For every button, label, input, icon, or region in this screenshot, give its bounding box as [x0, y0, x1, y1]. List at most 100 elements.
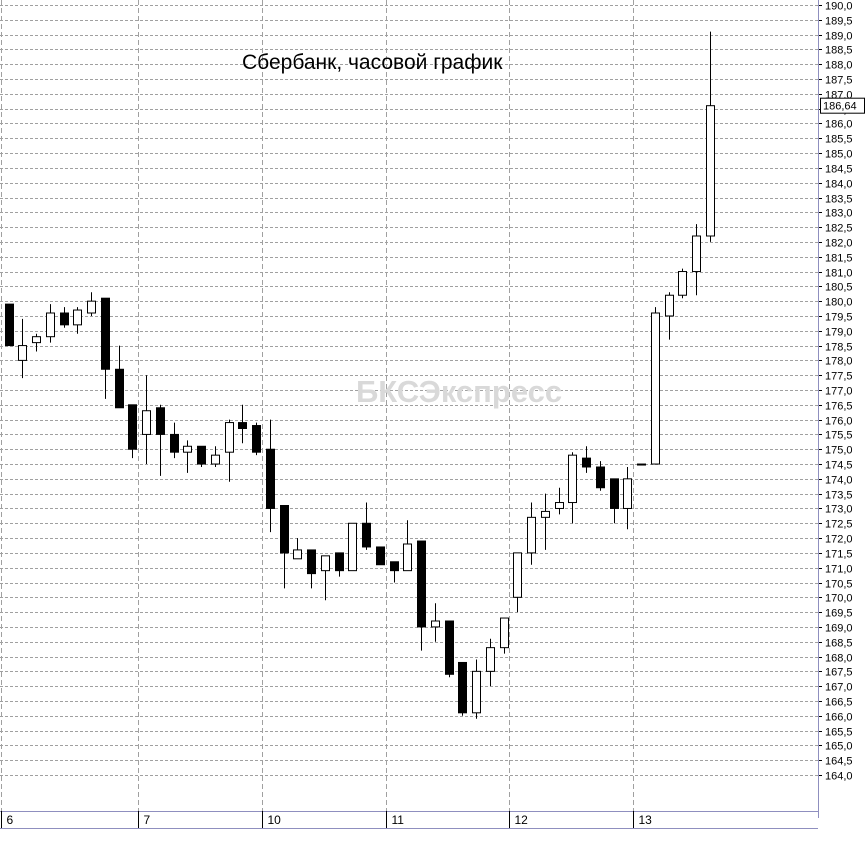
candle-body-up: [403, 543, 412, 572]
candle-body-up: [568, 454, 577, 504]
candle-body-down: [101, 297, 110, 370]
candle-body-up: [651, 312, 660, 465]
y-tick-label: 186,0: [825, 119, 853, 131]
candle: [280, 505, 289, 589]
y-tick-label: 178,0: [825, 356, 853, 368]
candles: [5, 31, 715, 719]
last-price-label: 186,64: [823, 101, 857, 113]
y-tick-label: 175,0: [825, 445, 853, 457]
candle: [472, 659, 481, 719]
candle: [568, 452, 577, 524]
y-tick-label: 188,0: [825, 60, 853, 72]
y-tick-label: 184,0: [825, 179, 853, 191]
y-tick-label: 166,5: [825, 697, 853, 709]
candle: [527, 502, 536, 565]
candle-body-down: [417, 540, 426, 628]
candle-body-up: [183, 445, 192, 453]
day-label: 10: [268, 813, 282, 827]
candle: [321, 555, 330, 601]
candle: [403, 520, 412, 572]
candle-body-down: [376, 546, 385, 566]
candle: [706, 31, 715, 242]
candle: [73, 307, 82, 334]
candle-body-up: [225, 422, 234, 453]
candle-body-down: [390, 561, 399, 572]
y-tick-label: 177,0: [825, 386, 853, 398]
candle: [610, 478, 619, 524]
candle-body-up: [87, 300, 96, 314]
candle: [115, 345, 124, 409]
candle: [513, 552, 522, 613]
candle-body-up: [527, 516, 536, 554]
y-tick-label: 177,5: [825, 371, 853, 383]
candle: [156, 404, 165, 476]
candle: [293, 538, 302, 560]
y-tick-label: 187,5: [825, 75, 853, 87]
candle-body-up: [293, 549, 302, 560]
candle-body-up: [348, 522, 357, 572]
candle-body-down: [170, 433, 179, 453]
candle-body-down: [60, 312, 69, 326]
candle-body-up: [321, 555, 330, 572]
candle: [170, 422, 179, 459]
y-tick-label: 168,0: [825, 653, 853, 665]
y-tick-label: 176,0: [825, 416, 853, 428]
candle-body-down: [458, 661, 467, 714]
candle-body-up: [472, 670, 481, 714]
y-tick-label: 179,5: [825, 312, 853, 324]
candle-body-up: [678, 271, 687, 296]
candle: [266, 419, 275, 533]
candle-body-down: [582, 457, 591, 468]
candle: [252, 422, 261, 456]
candle-body-down: [5, 303, 14, 347]
candle: [46, 304, 55, 343]
candle: [238, 404, 247, 444]
chart-title: Сбербанк, часовой график: [242, 51, 503, 74]
y-tick-label: 174,5: [825, 460, 853, 472]
candle: [183, 440, 192, 473]
y-tick-label: 171,0: [825, 564, 853, 576]
candle: [101, 297, 110, 399]
candle-body-up: [18, 345, 27, 361]
candle: [486, 638, 495, 687]
y-tick-label: 189,0: [825, 31, 853, 43]
candle: [637, 463, 646, 466]
candle: [5, 303, 14, 347]
candle-body-down: [128, 404, 137, 450]
candle: [225, 419, 234, 482]
candle-body-down: [280, 505, 289, 554]
candle: [417, 540, 426, 651]
y-tick-label: 175,5: [825, 430, 853, 442]
candle: [431, 603, 440, 642]
candle-body-up: [211, 454, 220, 465]
candle-body-down: [197, 445, 206, 465]
y-tick-label: 182,0: [825, 238, 853, 250]
candle: [458, 661, 467, 716]
candle: [142, 375, 151, 465]
candle-body-down: [335, 552, 344, 572]
candle-body-down: [252, 425, 261, 453]
candle-body-down: [307, 549, 316, 575]
candle-body-down: [596, 466, 605, 489]
y-tick-label: 174,0: [825, 475, 853, 487]
y-tick-label: 183,0: [825, 208, 853, 220]
y-tick-label: 165,5: [825, 727, 853, 739]
candle: [665, 292, 674, 340]
y-tick-label: 173,0: [825, 504, 853, 516]
y-tick-label: 170,0: [825, 593, 853, 605]
y-tick-label: 169,5: [825, 608, 853, 620]
candle-body-up: [46, 312, 55, 338]
y-tick-label: 181,0: [825, 268, 853, 280]
y-tick-label: 168,5: [825, 638, 853, 650]
candle: [348, 522, 357, 572]
candle: [623, 467, 632, 530]
candle: [678, 268, 687, 299]
candle: [582, 446, 591, 473]
y-tick-label: 169,0: [825, 623, 853, 635]
time-axis: 6 7 10 11 12 13: [0, 811, 818, 829]
candle-body-up: [623, 478, 632, 509]
candle-body-down: [156, 407, 165, 435]
y-tick-label: 167,5: [825, 667, 853, 679]
candle: [596, 461, 605, 491]
